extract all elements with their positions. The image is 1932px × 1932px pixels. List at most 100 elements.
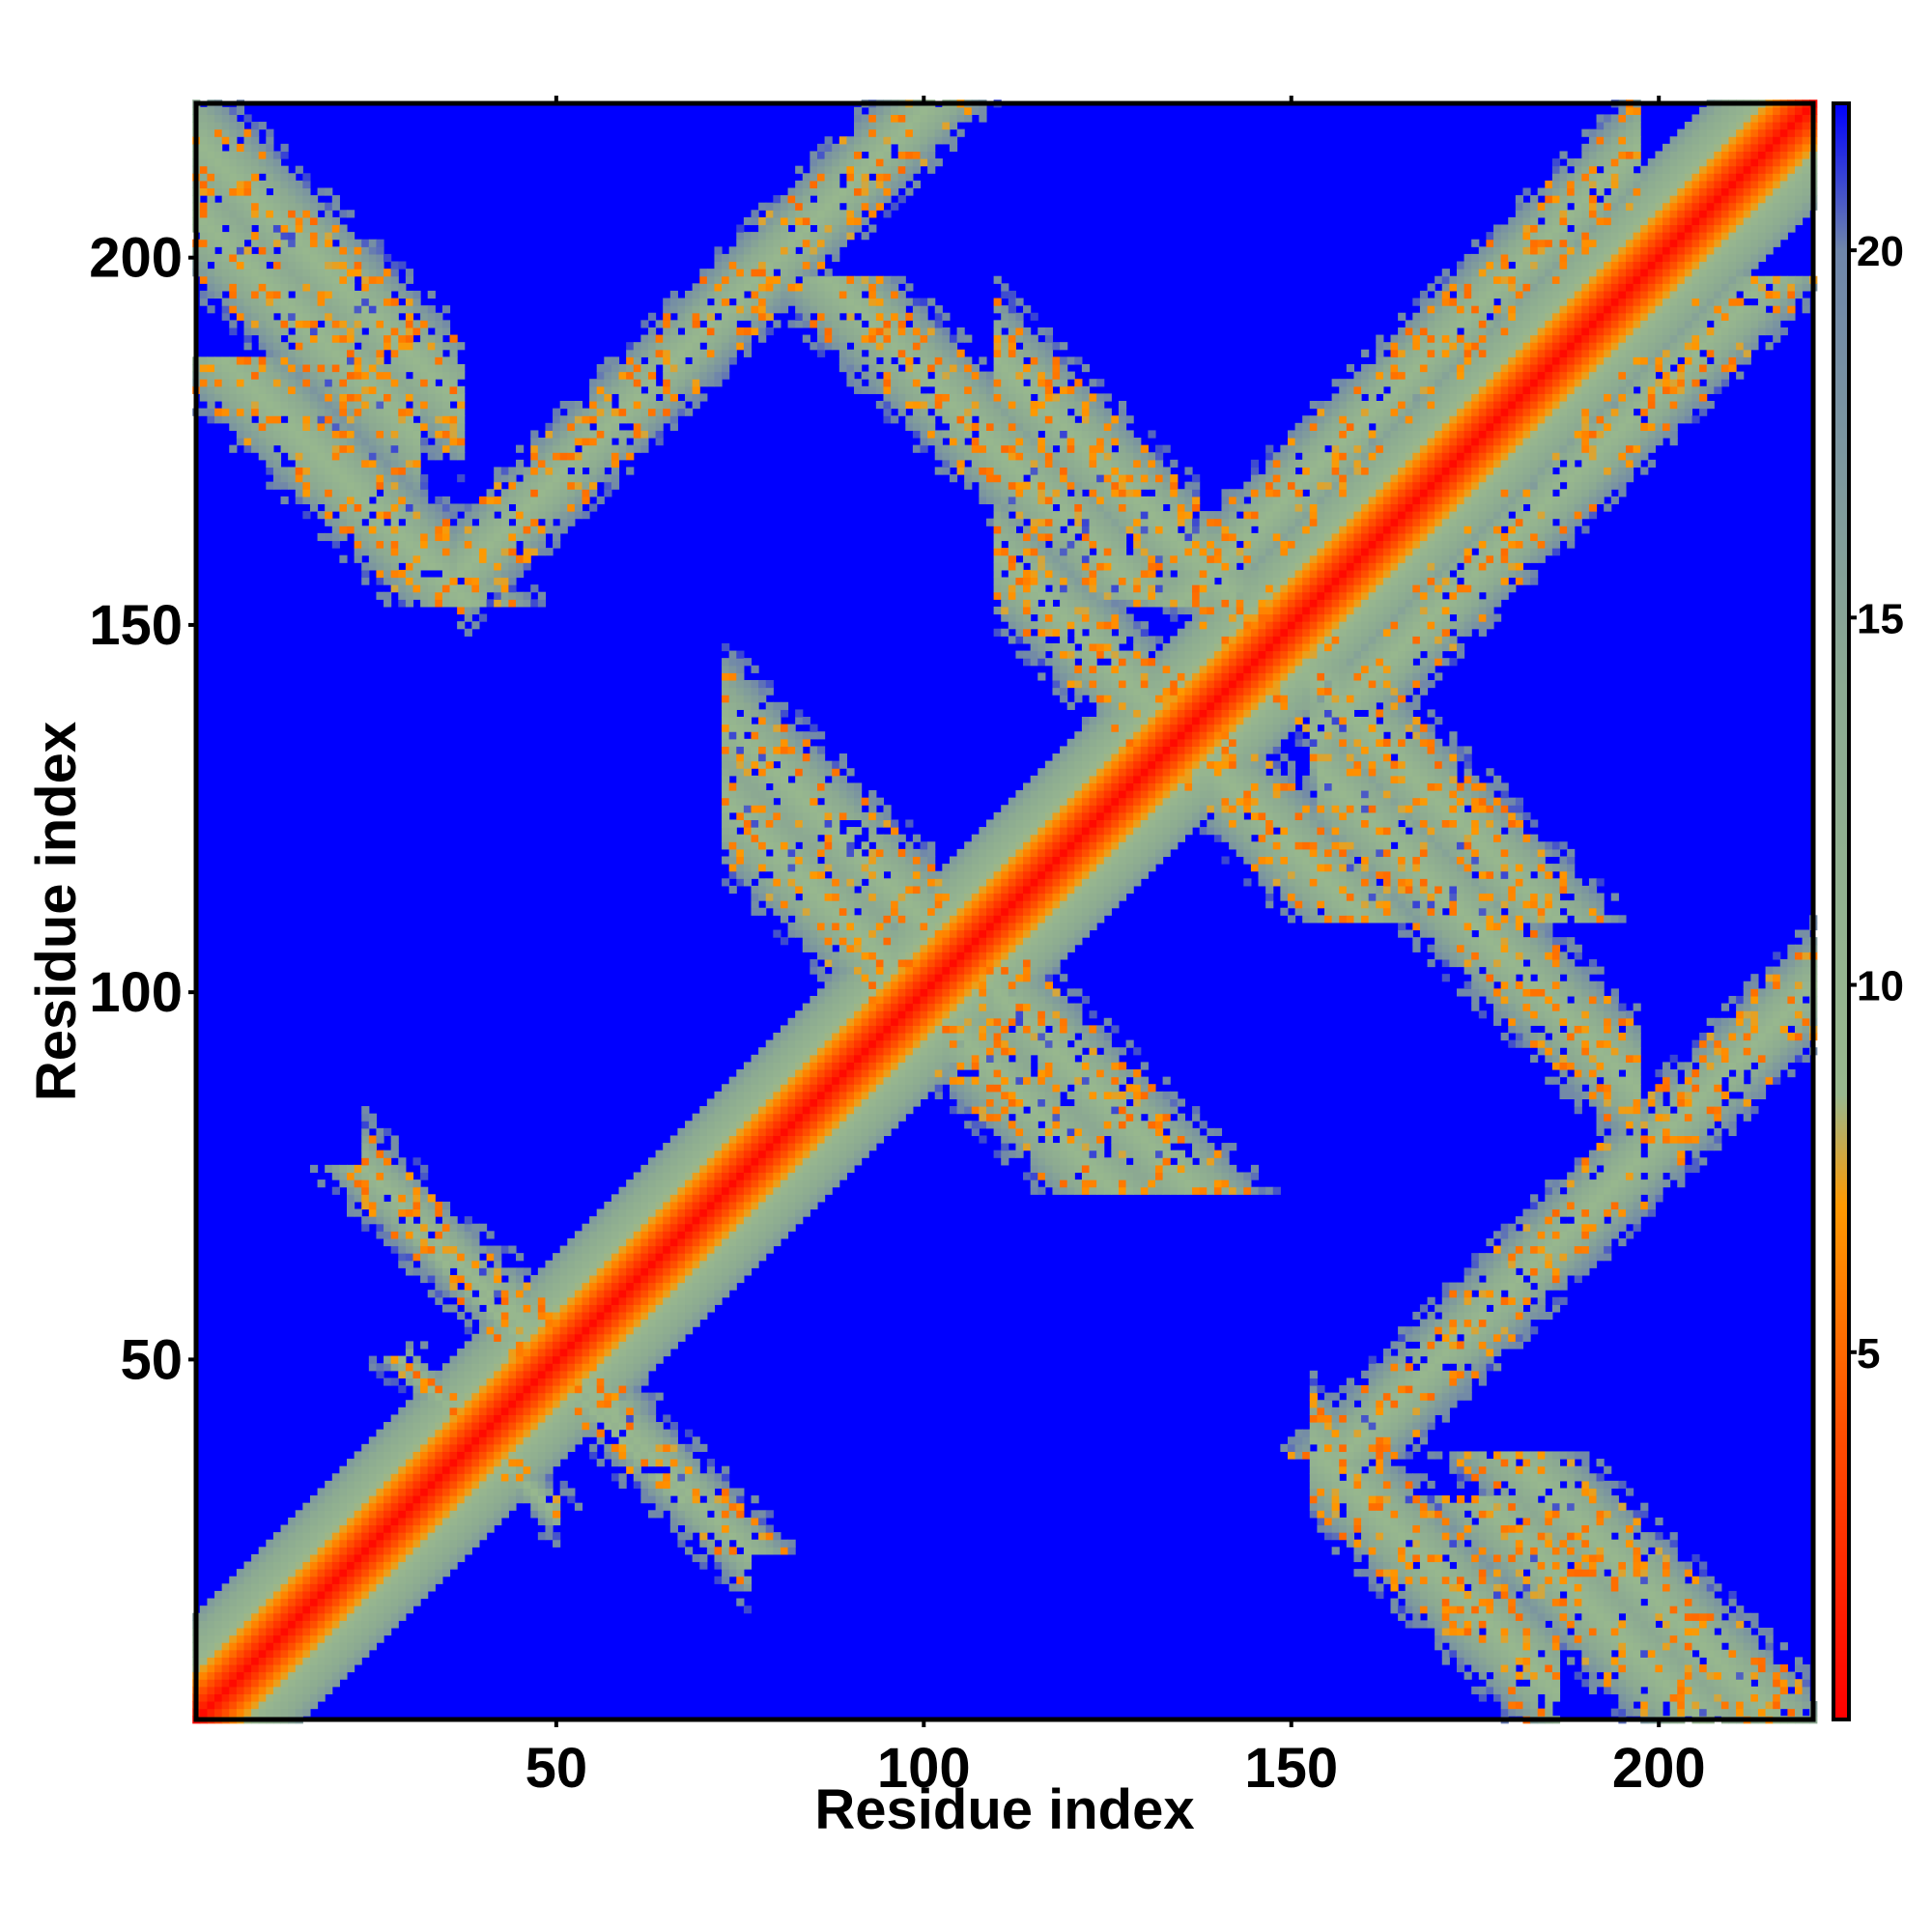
heatmap-cell xyxy=(736,658,745,667)
heatmap-cell xyxy=(236,1612,245,1621)
heatmap-cell xyxy=(545,1502,554,1511)
heatmap-cell xyxy=(214,1657,223,1665)
heatmap-cell xyxy=(508,1319,517,1327)
heatmap-cell xyxy=(441,438,451,446)
heatmap-cell xyxy=(464,1385,472,1394)
heatmap-cell xyxy=(354,1488,362,1496)
heatmap-cell xyxy=(427,1532,436,1541)
heatmap-cell xyxy=(420,305,429,314)
heatmap-cell xyxy=(728,1186,737,1195)
heatmap-cell xyxy=(751,1150,759,1158)
heatmap-cell xyxy=(714,1561,723,1570)
heatmap-cell xyxy=(464,554,472,563)
heatmap-cell xyxy=(743,819,753,828)
heatmap-cell xyxy=(706,1172,716,1180)
heatmap-cell xyxy=(347,430,355,439)
heatmap-cell xyxy=(574,408,583,416)
heatmap-cell xyxy=(706,1459,716,1467)
heatmap-cell xyxy=(361,305,370,314)
heatmap-cell xyxy=(405,584,414,593)
heatmap-cell xyxy=(441,1451,451,1460)
heatmap-cell xyxy=(559,1311,568,1321)
heatmap-cell xyxy=(706,1186,716,1195)
heatmap-cell xyxy=(207,210,215,218)
heatmap-cell xyxy=(272,253,282,263)
heatmap-cell xyxy=(582,1333,590,1342)
heatmap-cell xyxy=(728,856,737,865)
heatmap-cell xyxy=(669,305,678,314)
heatmap-cell xyxy=(567,430,576,439)
heatmap-cell xyxy=(398,1429,407,1437)
heatmap-cell xyxy=(427,363,436,373)
heatmap-cell xyxy=(243,438,252,446)
heatmap-cell xyxy=(596,1319,605,1327)
heatmap-cell xyxy=(669,1267,678,1276)
heatmap-cell xyxy=(236,1671,245,1680)
heatmap-cell xyxy=(354,1517,362,1526)
heatmap-cell xyxy=(221,1642,230,1651)
heatmap-cell xyxy=(559,1274,568,1284)
heatmap-cell xyxy=(354,1583,362,1592)
heatmap-cell xyxy=(258,1657,267,1665)
heatmap-cell xyxy=(272,363,282,373)
heatmap-cell xyxy=(567,1253,576,1262)
heatmap-cell xyxy=(412,1436,421,1445)
heatmap-cell xyxy=(427,1245,436,1254)
heatmap-cell xyxy=(207,1671,215,1680)
heatmap-cell xyxy=(266,1553,274,1563)
heatmap-cell xyxy=(272,371,282,380)
heatmap-cell xyxy=(272,1569,282,1577)
heatmap-cell xyxy=(368,1620,377,1629)
heatmap-cell xyxy=(347,438,355,446)
heatmap-cell xyxy=(567,1311,576,1321)
heatmap-cell xyxy=(464,1267,472,1276)
heatmap-cell xyxy=(435,1465,443,1474)
heatmap-cell xyxy=(251,158,260,167)
heatmap-cell xyxy=(471,569,480,579)
heatmap-cell xyxy=(582,1223,590,1232)
heatmap-cell xyxy=(743,312,753,321)
heatmap-cell xyxy=(714,1135,723,1144)
heatmap-cell xyxy=(361,312,370,321)
heatmap-cell xyxy=(288,224,297,233)
heatmap-cell xyxy=(412,503,421,512)
heatmap-cell xyxy=(427,290,436,299)
heatmap-cell xyxy=(494,1370,502,1378)
heatmap-cell xyxy=(339,444,348,453)
heatmap-cell xyxy=(420,1274,429,1284)
heatmap-cell xyxy=(420,1480,429,1490)
heatmap-cell xyxy=(626,349,635,357)
heatmap-cell xyxy=(751,1098,759,1107)
heatmap-cell xyxy=(288,269,297,277)
heatmap-cell xyxy=(449,1406,458,1415)
heatmap-cell xyxy=(368,1465,377,1474)
heatmap-cell xyxy=(384,1480,392,1490)
heatmap-cell xyxy=(663,305,671,314)
heatmap-cell xyxy=(295,1539,303,1548)
heatmap-cell xyxy=(596,474,605,483)
heatmap-cell xyxy=(221,305,230,314)
heatmap-cell xyxy=(494,1348,502,1357)
heatmap-cell xyxy=(412,1179,421,1188)
heatmap-cell xyxy=(633,371,641,380)
heatmap-cell xyxy=(692,1179,700,1188)
heatmap-cell xyxy=(295,363,303,373)
heatmap-cell xyxy=(530,444,539,453)
heatmap-cell xyxy=(309,232,319,241)
heatmap-cell xyxy=(692,290,700,299)
heatmap-cell xyxy=(266,253,274,263)
heatmap-cell xyxy=(604,1216,612,1225)
heatmap-cell xyxy=(655,1304,664,1313)
heatmap-cell xyxy=(295,232,303,241)
heatmap-cell xyxy=(441,1539,451,1548)
heatmap-cell xyxy=(390,334,399,343)
heatmap-cell xyxy=(692,401,700,410)
heatmap-cell xyxy=(663,1473,671,1482)
heatmap-cell xyxy=(361,526,370,534)
heatmap-cell xyxy=(471,1539,480,1548)
heatmap-cell xyxy=(500,1290,509,1298)
heatmap-cell xyxy=(384,1157,392,1166)
heatmap-cell xyxy=(302,444,311,453)
heatmap-cell xyxy=(655,1341,664,1350)
heatmap-cell xyxy=(441,1488,451,1496)
